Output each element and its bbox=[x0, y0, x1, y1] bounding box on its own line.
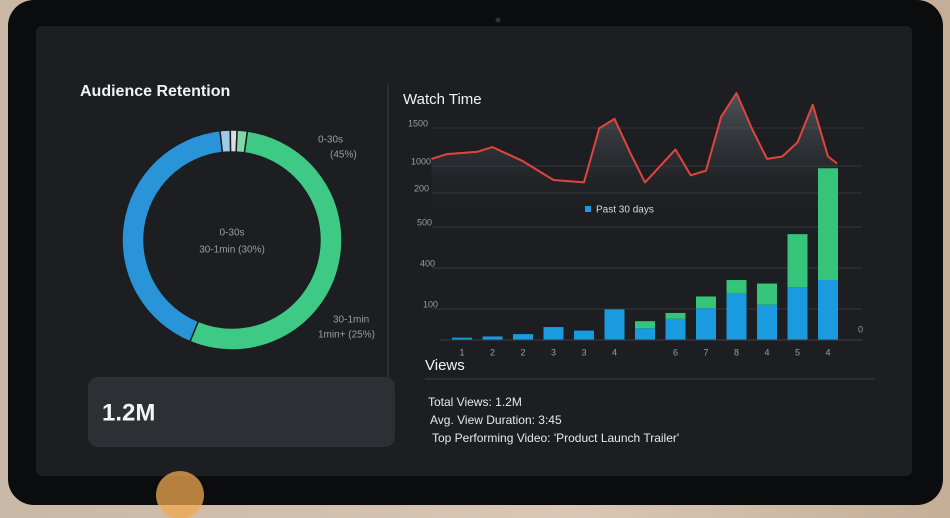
bar-segment bbox=[757, 304, 777, 340]
donut-title: Audience Retention bbox=[80, 83, 230, 100]
summary-value: 1.2M bbox=[102, 399, 155, 426]
bar-segment bbox=[787, 287, 808, 340]
views-line: Top Performing Video: 'Product Launch Tr… bbox=[432, 431, 679, 445]
x-tick-label: 7 bbox=[703, 347, 708, 357]
bar-segment bbox=[726, 292, 747, 340]
bar-segment bbox=[665, 318, 686, 340]
bar-segment bbox=[513, 334, 533, 340]
legend-label: Past 30 days bbox=[596, 205, 654, 216]
views-line: Total Views: 1.2M bbox=[428, 395, 522, 409]
y-axis-label: 500 bbox=[417, 217, 432, 227]
summary-card bbox=[88, 377, 395, 447]
x-tick-label: 2 bbox=[490, 347, 495, 357]
bar-segment bbox=[787, 234, 808, 288]
y-axis-label: 100 bbox=[423, 299, 438, 309]
bar-segment bbox=[818, 168, 838, 281]
donut-annotation: 30-1min (30%) bbox=[199, 245, 265, 256]
watch-time-line bbox=[431, 92, 838, 184]
bar-segment bbox=[635, 321, 655, 329]
bar-segment bbox=[574, 330, 594, 340]
bar-segment bbox=[452, 337, 472, 340]
x-tick-label: 4 bbox=[825, 347, 830, 357]
y-axis-label: 1000 bbox=[411, 156, 431, 166]
bar-segment bbox=[818, 280, 838, 340]
x-tick-label: 3 bbox=[581, 347, 586, 357]
x-tick-label: 2 bbox=[520, 347, 525, 357]
x-tick-label: 4 bbox=[764, 347, 769, 357]
legend-swatch bbox=[585, 206, 591, 212]
y-axis-label: 200 bbox=[414, 183, 429, 193]
donut-annotation: (45%) bbox=[330, 150, 357, 161]
donut-annotation: 0-30s bbox=[318, 135, 343, 146]
bar-segment bbox=[726, 280, 747, 293]
x-tick-label: 5 bbox=[795, 347, 800, 357]
x-tick-label: 4 bbox=[612, 347, 617, 357]
views-title: Views bbox=[425, 357, 465, 374]
y-axis-label: 400 bbox=[420, 258, 435, 268]
y-axis-label: 1500 bbox=[408, 118, 428, 128]
bar-segment bbox=[696, 308, 716, 340]
donut-slice bbox=[121, 129, 224, 343]
bar-segment bbox=[696, 296, 716, 309]
x-tick-label: 1 bbox=[459, 347, 464, 357]
watch-time-area bbox=[431, 93, 838, 215]
bar-segment bbox=[665, 312, 686, 319]
views-line: Avg. View Duration: 3:45 bbox=[430, 413, 562, 427]
donut-annotation: 1min+ (25%) bbox=[318, 330, 375, 341]
y-axis-label: 0 bbox=[858, 324, 863, 334]
x-tick-label: 6 bbox=[673, 347, 678, 357]
bar-segment bbox=[604, 309, 625, 340]
x-tick-label: 3 bbox=[551, 347, 556, 357]
lamp-glow bbox=[156, 471, 204, 518]
bar-segment bbox=[543, 327, 564, 340]
donut-annotation: 0-30s bbox=[219, 228, 244, 239]
bar-segment bbox=[635, 328, 655, 340]
bar-segment bbox=[482, 336, 503, 340]
donut-annotation: 30-1min bbox=[333, 315, 369, 326]
camera bbox=[495, 17, 501, 23]
combo-title: Watch Time bbox=[403, 91, 482, 108]
x-tick-label: 8 bbox=[734, 347, 739, 357]
bar-segment bbox=[757, 283, 777, 305]
